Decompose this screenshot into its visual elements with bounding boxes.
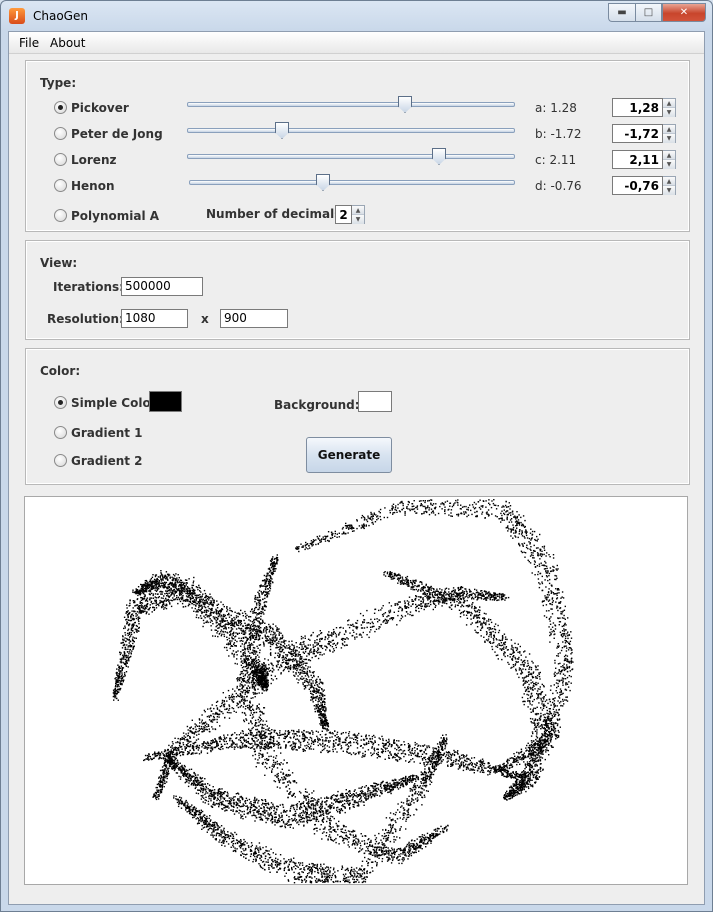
slider-b-track[interactable] xyxy=(187,128,515,133)
label-henon: Henon xyxy=(71,179,115,193)
param-c-spin-buttons: ▲ ▼ xyxy=(663,150,676,169)
slider-a-track[interactable] xyxy=(187,102,515,107)
slider-c-thumb[interactable] xyxy=(432,148,446,165)
slider-d-thumb[interactable] xyxy=(316,174,330,191)
label-peter-de-jong: Peter de Jong xyxy=(71,127,163,141)
label-lorenz: Lorenz xyxy=(71,153,117,167)
label-polynomial-a: Polynomial A xyxy=(71,209,160,223)
simple-color-swatch[interactable] xyxy=(149,391,182,412)
attractor-points xyxy=(112,499,574,884)
spin-up-icon[interactable]: ▲ xyxy=(663,151,675,160)
param-c-spinner[interactable]: 2,11 xyxy=(612,150,663,169)
close-icon: ✕ xyxy=(679,7,689,18)
maximize-icon: □ xyxy=(643,7,654,18)
slider-b-thumb[interactable] xyxy=(275,122,289,139)
menu-file[interactable]: File xyxy=(19,36,40,50)
radio-peter-de-jong[interactable] xyxy=(54,127,67,140)
spin-down-icon[interactable]: ▼ xyxy=(352,215,364,224)
close-button[interactable]: ✕ xyxy=(662,3,706,22)
iterations-label: Iterations: xyxy=(53,280,124,294)
attractor-image xyxy=(112,499,574,884)
color-panel: Color: Simple Color Gradient 1 Gradient … xyxy=(25,348,690,485)
minimize-button[interactable]: ▬ xyxy=(608,3,635,22)
param-a-spinner[interactable]: 1,28 xyxy=(612,98,663,117)
spin-up-icon[interactable]: ▲ xyxy=(663,125,675,134)
radio-gradient-1[interactable] xyxy=(54,426,67,439)
resolution-x-label: x xyxy=(201,312,209,326)
attractor-canvas xyxy=(24,496,688,885)
radio-gradient-2[interactable] xyxy=(54,454,67,467)
menu-about[interactable]: About xyxy=(50,36,86,50)
decimals-spinner[interactable]: 2 xyxy=(335,205,352,224)
radio-lorenz[interactable] xyxy=(54,153,67,166)
param-c-label: c: 2.11 xyxy=(535,153,577,167)
param-b-spinner[interactable]: -1,72 xyxy=(612,124,663,143)
type-panel: Type: Pickover Peter de Jong Lorenz Heno… xyxy=(25,60,690,232)
radio-henon[interactable] xyxy=(54,179,67,192)
view-panel: View: Iterations: 500000 Resolution: 108… xyxy=(25,240,690,340)
spin-up-icon[interactable]: ▲ xyxy=(352,206,364,215)
param-b-spin-buttons: ▲ ▼ xyxy=(663,124,676,143)
radio-simple-color[interactable] xyxy=(54,396,67,409)
param-a-spin-buttons: ▲ ▼ xyxy=(663,98,676,117)
iterations-input[interactable]: 500000 xyxy=(121,277,203,296)
java-app-icon: J xyxy=(9,8,25,24)
resolution-height-input[interactable]: 900 xyxy=(220,309,288,328)
param-d-spin-buttons: ▲ ▼ xyxy=(663,176,676,195)
spin-down-icon[interactable]: ▼ xyxy=(663,134,675,143)
decimals-label: Number of decimals: xyxy=(206,207,347,221)
param-a-label: a: 1.28 xyxy=(535,101,577,115)
view-heading: View: xyxy=(40,256,78,270)
param-d-label: d: -0.76 xyxy=(535,179,582,193)
resolution-label: Resolution: xyxy=(47,312,124,326)
param-d-spinner[interactable]: -0,76 xyxy=(612,176,663,195)
title-bar[interactable]: J ChaoGen ▬ □ ✕ xyxy=(1,1,712,31)
param-b-label: b: -1.72 xyxy=(535,127,582,141)
type-heading: Type: xyxy=(40,76,77,90)
background-color-swatch[interactable] xyxy=(358,391,392,412)
radio-polynomial-a[interactable] xyxy=(54,209,67,222)
spin-up-icon[interactable]: ▲ xyxy=(663,177,675,186)
label-pickover: Pickover xyxy=(71,101,129,115)
spin-down-icon[interactable]: ▼ xyxy=(663,160,675,169)
minimize-icon: ▬ xyxy=(617,7,627,18)
slider-c-track[interactable] xyxy=(187,154,515,159)
spin-up-icon[interactable]: ▲ xyxy=(663,99,675,108)
generate-button[interactable]: Generate xyxy=(306,437,392,473)
background-label: Background: xyxy=(274,398,360,412)
client-area: File About Type: Pickover Peter de Jong … xyxy=(8,31,705,905)
decimals-spin-buttons: ▲ ▼ xyxy=(352,205,365,224)
label-gradient-1: Gradient 1 xyxy=(71,426,143,440)
menu-bar: File About xyxy=(9,32,704,54)
window-controls: ▬ □ ✕ xyxy=(608,3,706,23)
label-simple-color: Simple Color xyxy=(71,396,157,410)
spin-down-icon[interactable]: ▼ xyxy=(663,186,675,195)
spin-down-icon[interactable]: ▼ xyxy=(663,108,675,117)
color-heading: Color: xyxy=(40,364,81,378)
resolution-width-input[interactable]: 1080 xyxy=(121,309,188,328)
slider-a-thumb[interactable] xyxy=(398,96,412,113)
window-title: ChaoGen xyxy=(33,9,88,23)
maximize-button[interactable]: □ xyxy=(635,3,662,22)
slider-d-track[interactable] xyxy=(189,180,515,185)
radio-pickover[interactable] xyxy=(54,101,67,114)
label-gradient-2: Gradient 2 xyxy=(71,454,143,468)
